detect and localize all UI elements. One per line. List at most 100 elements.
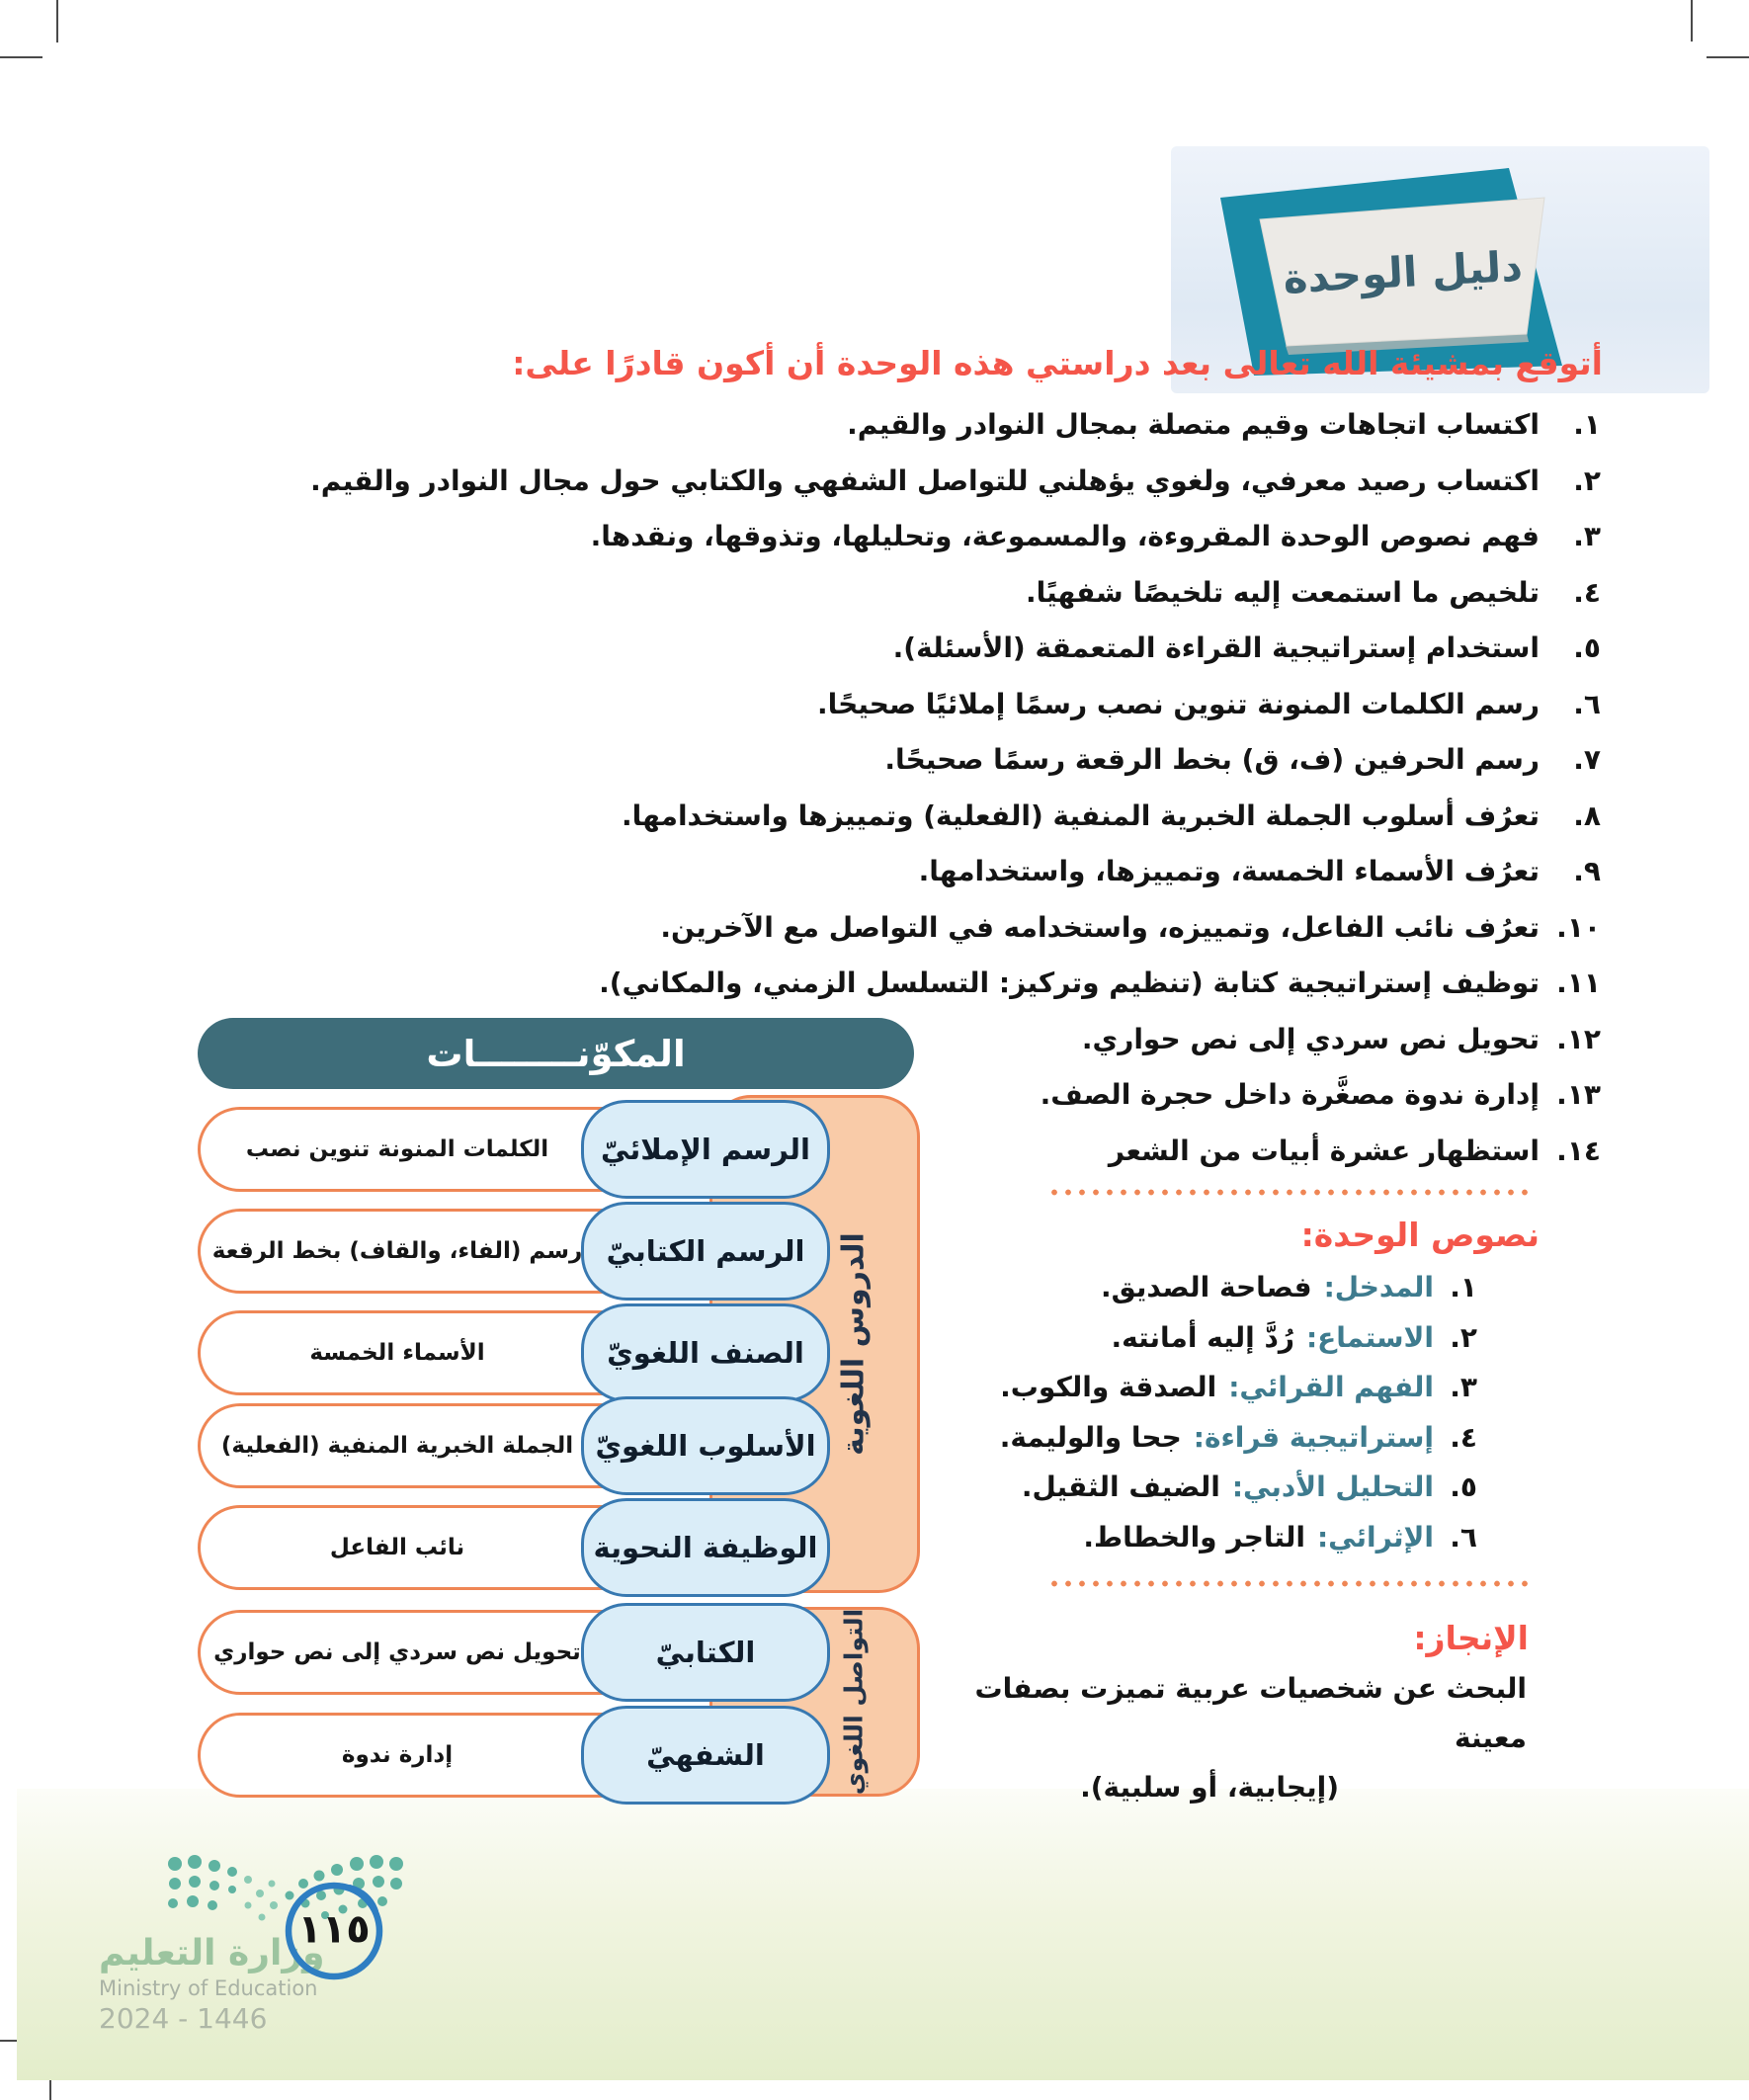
objective-item: ١٤. استظهار عشرة أبيات من الشعر	[514, 1124, 1601, 1180]
objective-text: استظهار عشرة أبيات من الشعر	[1108, 1134, 1540, 1167]
objective-text: تعرُف نائب الفاعل، وتمييزه، واستخدامه في…	[660, 910, 1540, 944]
text-title: جحا والوليمة.	[999, 1420, 1182, 1454]
objective-text: تحويل نص سردي إلى نص حواري.	[1081, 1022, 1540, 1055]
objective-item: ١. اكتساب اتجاهات وقيم متصلة بمجال النواد…	[514, 397, 1601, 454]
component-detail: تحويل نص سردي إلى نص حواري	[213, 1639, 581, 1665]
footer-panel	[17, 1789, 1749, 2080]
objective-text: استخدام إستراتيجية القراءة المتعمقة (الأ…	[892, 631, 1540, 664]
objectives-list: ١. اكتساب اتجاهات وقيم متصلة بمجال النواد…	[310, 397, 1601, 1180]
components-header: المكوّنــــــــات	[198, 1018, 914, 1089]
ministry-wordmark-english: Ministry of Education	[99, 1976, 318, 2000]
text-label: الإثرائي:	[1316, 1520, 1434, 1554]
dotted-divider	[1050, 1189, 1532, 1196]
group-label-vertical: الدروس اللغوية	[836, 1232, 872, 1456]
objective-item: ١٣. إدارة ندوة مصغَّرة داخل حجرة الصف.	[514, 1067, 1601, 1124]
page-number: ١١٥	[297, 1906, 371, 1953]
objective-number: ٢.	[1573, 463, 1601, 497]
text-title: الضيف الثقيل.	[1021, 1470, 1220, 1503]
text-title: رُدَّ إليه أمانته.	[1111, 1320, 1294, 1354]
text-number: ٣.	[1450, 1371, 1477, 1403]
page-number-badge: ١١٥	[277, 1874, 391, 1988]
objective-number: ٣.	[1573, 520, 1601, 552]
banner-plate	[1259, 197, 1545, 347]
objective-item: ٩. تعرُف الأسماء الخمسة، وتمييزها، واستخد…	[514, 844, 1601, 900]
unit-text-item: ٤. إستراتيجية قراءة: جحا والوليمة.	[1000, 1413, 1477, 1464]
edition-years: 2024 - 1446	[99, 2002, 268, 2035]
component-detail: الكلمات المنونة تنوين نصب	[245, 1136, 549, 1162]
intro-heading: أتوقع بمشيئة الله تعالى بعد دراستي هذه ا…	[512, 344, 1603, 382]
achievement-line2: (إيجابية، أو سلبية).	[1080, 1771, 1339, 1804]
objective-item: ٤. تلخيص ما استمعت إليه تلخيصًا شفهيًا.	[514, 565, 1601, 622]
objective-item: ١٠. تعرُف نائب الفاعل، وتمييزه، واستخدامه…	[514, 900, 1601, 957]
component-detail: الجملة الخبرية المنفية (الفعلية)	[220, 1433, 574, 1459]
objective-number: ٨.	[1573, 798, 1601, 832]
objective-number: ٤.	[1573, 575, 1601, 609]
objective-number: ٩.	[1573, 855, 1601, 887]
unit-texts-heading: نصوص الوحدة:	[1300, 1216, 1540, 1254]
objective-text: فهم نصوص الوحدة المقروءة، والمسموعة، وتح…	[590, 520, 1540, 552]
unit-text-item: ٣. الفهم القرائي: الصدقة والكوب.	[1000, 1363, 1477, 1413]
objective-text: تعرُف أسلوب الجملة الخبرية المنفية (الفع…	[621, 798, 1540, 832]
text-number: ٥.	[1450, 1470, 1477, 1503]
text-number: ٦.	[1450, 1520, 1477, 1554]
crop-mark	[56, 0, 58, 42]
objective-number: ١٤.	[1556, 1134, 1601, 1167]
component-category-pill: الوظيفة النحوية	[581, 1498, 830, 1597]
crop-mark	[0, 56, 42, 58]
objective-number: ٥.	[1573, 631, 1601, 664]
unit-text-item: ٢. الاستماع: رُدَّ إليه أمانته.	[1000, 1313, 1477, 1364]
objective-number: ١٢.	[1556, 1022, 1601, 1055]
objective-number: ٧.	[1573, 743, 1601, 776]
component-category-pill: الرسم الكتابيّ	[581, 1202, 830, 1301]
objective-number: ١٠.	[1556, 910, 1601, 944]
component-detail: إدارة ندوة	[341, 1742, 454, 1768]
objective-text: اكتساب اتجاهات وقيم متصلة بمجال النوادر …	[847, 408, 1540, 441]
component-row: إدارة ندوة الشفهيّ	[198, 1706, 830, 1805]
objective-item: ٥. استخدام إستراتيجية القراءة المتعمقة (ا…	[514, 621, 1601, 677]
objective-number: ١١.	[1556, 966, 1601, 999]
achievement-line1: البحث عن شخصيات عربية تميزت بصفات معينة	[974, 1672, 1527, 1754]
objective-text: اكتساب رصيد معرفي، ولغوي يؤهلني للتواصل …	[310, 463, 1540, 497]
text-title: فصاحة الصديق.	[1100, 1271, 1312, 1303]
objective-item: ٧. رسم الحرفين (ف، ق) بخط الرقعة رسمًا صح…	[514, 732, 1601, 789]
text-number: ٤.	[1450, 1420, 1477, 1454]
unit-text-item: ١. المدخل: فصاحة الصديق.	[1000, 1263, 1477, 1313]
objective-text: تلخيص ما استمعت إليه تلخيصًا شفهيًا.	[1025, 575, 1540, 609]
text-label: المدخل:	[1323, 1271, 1434, 1303]
objective-item: ٨. تعرُف أسلوب الجملة الخبرية المنفية (ال…	[514, 789, 1601, 845]
objective-text: تعرُف الأسماء الخمسة، وتمييزها، واستخدام…	[918, 855, 1540, 887]
objective-item: ١١. توظيف إستراتيجية كتابة (تنظيم وتركيز:…	[514, 956, 1601, 1012]
text-title: التاجر والخطاط.	[1083, 1520, 1305, 1554]
component-row: رسم (الفاء، والقاف) بخط الرقعة الرسم الك…	[198, 1202, 830, 1301]
objective-item: ٦. رسم الكلمات المنونة تنوين نصب رسمًا إم…	[514, 677, 1601, 733]
component-detail: نائب الفاعل	[329, 1535, 465, 1560]
dotted-divider	[1050, 1580, 1532, 1587]
component-category-pill: الرسم الإملائيّ	[581, 1100, 830, 1199]
page-number-circle	[285, 1882, 383, 1980]
component-category-pill: الشفهيّ	[581, 1706, 830, 1805]
component-category-pill: الكتابيّ	[581, 1603, 830, 1702]
crop-mark	[1707, 56, 1749, 58]
achievement-heading: الإنجاز:	[1413, 1619, 1529, 1657]
component-detail: الأسماء الخمسة	[309, 1340, 485, 1366]
component-detail: رسم (الفاء، والقاف) بخط الرقعة	[211, 1238, 583, 1264]
text-label: الاستماع:	[1305, 1320, 1434, 1354]
crop-mark	[1691, 0, 1693, 42]
component-category-pill: الصنف اللغويّ	[581, 1303, 830, 1402]
component-row: نائب الفاعل الوظيفة النحوية	[198, 1498, 830, 1597]
component-row: الكلمات المنونة تنوين نصب الرسم الإملائي…	[198, 1100, 830, 1199]
objective-item: ٢. اكتساب رصيد معرفي، ولغوي يؤهلني للتواص…	[310, 454, 1601, 510]
objective-text: إدارة ندوة مصغَّرة داخل حجرة الصف.	[1040, 1078, 1540, 1111]
component-category-pill: الأسلوب اللغويّ	[581, 1396, 830, 1495]
objective-text: رسم الكلمات المنونة تنوين نصب رسمًا إملا…	[817, 687, 1540, 720]
component-row: الأسماء الخمسة الصنف اللغويّ	[198, 1303, 830, 1402]
objective-text: رسم الحرفين (ف، ق) بخط الرقعة رسمًا صحيح…	[884, 743, 1540, 776]
text-title: الصدقة والكوب.	[1000, 1371, 1217, 1403]
objective-number: ٦.	[1573, 687, 1601, 720]
component-row: الجملة الخبرية المنفية (الفعلية) الأسلوب…	[198, 1396, 830, 1495]
text-label: الفهم القرائي:	[1228, 1371, 1434, 1403]
objective-item: ٣. فهم نصوص الوحدة المقروءة، والمسموعة، و…	[514, 509, 1601, 565]
unit-guide-banner: دليل الوحدة	[1220, 168, 1562, 376]
text-label: إستراتيجية قراءة:	[1193, 1420, 1434, 1454]
